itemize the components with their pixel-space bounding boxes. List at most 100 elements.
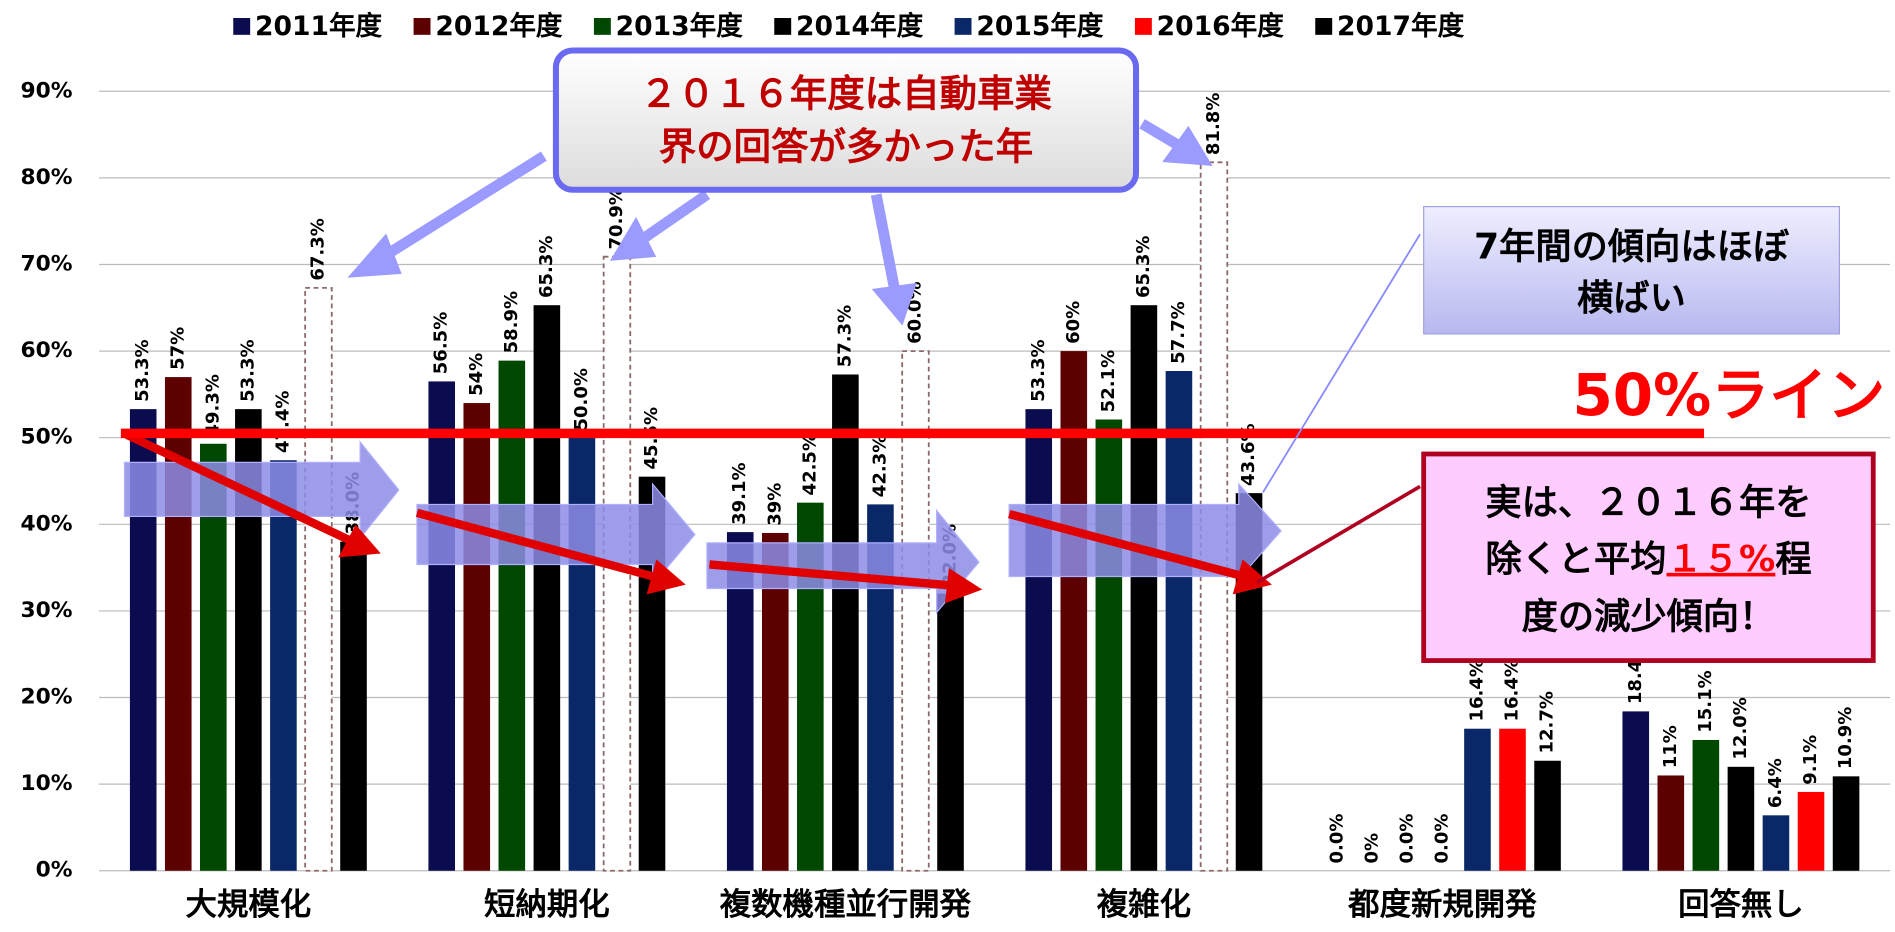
value-label: 81.8% — [1203, 93, 1224, 155]
bar — [270, 460, 297, 871]
legend-label: 2014年度 — [796, 11, 924, 42]
y-tick-label: 20% — [20, 685, 72, 710]
value-label: 52.1% — [1098, 350, 1119, 412]
value-label: 11% — [1660, 725, 1681, 768]
callout-text: 横ばい — [1577, 276, 1686, 319]
value-label: 39.1% — [729, 462, 750, 524]
legend-swatch — [413, 18, 431, 35]
y-tick-label: 10% — [20, 771, 72, 796]
legend-label: 2012年度 — [435, 11, 563, 42]
bar — [1727, 766, 1755, 871]
callout-box — [1421, 451, 1876, 663]
arrow-head — [347, 233, 402, 278]
arrow-head — [646, 559, 686, 595]
pointer — [1262, 233, 1421, 493]
overlay-arrows: ２０１６年度は自動車業 界の回答が多かった年 7年間の傾向はほぼ 横ばい 50%… — [120, 47, 1885, 663]
value-label: 50.0% — [571, 368, 592, 430]
callout-text: ２０１６年度は自動車業 — [640, 72, 1053, 116]
bar — [1762, 815, 1790, 871]
value-label: 0.0% — [1431, 814, 1452, 864]
bar — [568, 437, 596, 871]
value-label: 58.9% — [501, 291, 522, 353]
x-tick-label: 複雑化 — [1097, 887, 1191, 923]
bar — [1832, 776, 1860, 871]
value-label: 60% — [1063, 301, 1084, 344]
x-tick-label: 短納期化 — [484, 887, 610, 923]
value-label: 70.9% — [606, 187, 627, 249]
value-label: 0.0% — [1326, 814, 1347, 864]
bar — [761, 532, 789, 871]
bar — [1797, 791, 1825, 871]
value-label: 6.4% — [1765, 758, 1786, 808]
value-label: 67.3% — [307, 218, 328, 280]
bar — [1657, 775, 1685, 871]
callout-text: 除くと平均１５%程 — [1485, 537, 1811, 580]
callout-text: 除くと平均 — [1485, 537, 1666, 580]
value-label: 65.3% — [536, 236, 557, 298]
arrow-head — [871, 282, 917, 326]
pointer — [1255, 484, 1421, 585]
arrow-head — [944, 568, 983, 604]
bar — [428, 381, 456, 871]
value-label: 53.3% — [1028, 339, 1049, 401]
y-tick-label: 60% — [20, 338, 72, 363]
y-tick-label: 80% — [20, 165, 72, 190]
value-label: 42.5% — [799, 433, 820, 495]
y-tick-label: 70% — [20, 252, 72, 277]
value-label: 56.5% — [431, 312, 452, 374]
legend-swatch — [954, 18, 972, 35]
bar — [1692, 739, 1720, 871]
trend-red-arrow — [415, 508, 664, 583]
arrow-head — [1162, 125, 1213, 166]
legend-swatch — [593, 18, 611, 35]
callout-emphasis: １５% — [1667, 537, 1776, 580]
pointer — [632, 190, 711, 249]
legend-label: 2013年度 — [616, 11, 744, 42]
y-tick-label: 30% — [20, 598, 72, 623]
y-tick-label: 0% — [36, 858, 73, 883]
legend-swatch — [1315, 18, 1333, 35]
bar — [498, 360, 526, 871]
callout-text: 7年間の傾向はほぼ — [1474, 225, 1790, 268]
value-label: 42.3% — [869, 435, 890, 497]
legend-swatch — [1134, 18, 1152, 35]
callout-text: 界の回答が多かった年 — [659, 125, 1033, 169]
value-label: 65.3% — [1133, 236, 1154, 298]
value-label: 53.3% — [237, 339, 258, 401]
trend-red-arrow — [1008, 509, 1250, 582]
bar — [463, 403, 491, 871]
trend-arrow — [1008, 482, 1282, 581]
value-label: 57.3% — [834, 305, 855, 367]
pointer — [870, 193, 901, 296]
value-label: 9.1% — [1800, 735, 1821, 785]
value-label: 0% — [1361, 833, 1382, 864]
bar — [937, 593, 964, 871]
pointer — [374, 151, 547, 266]
arrow-head — [609, 216, 657, 261]
value-label: 53.3% — [132, 339, 153, 401]
bar — [832, 374, 859, 871]
value-label: 54% — [466, 353, 487, 396]
callout-box — [1423, 205, 1841, 335]
value-label: 10.9% — [1835, 707, 1856, 769]
bar — [1130, 305, 1158, 871]
value-label: 49.3% — [202, 374, 223, 436]
bar — [1095, 419, 1123, 871]
legend-label: 2016年度 — [1157, 11, 1285, 42]
bar — [1464, 728, 1491, 871]
value-label: 39% — [764, 483, 785, 526]
x-tick-label: 大規模化 — [186, 887, 312, 923]
value-label: 16.4% — [1466, 659, 1487, 721]
bar — [1165, 371, 1193, 871]
value-label: 43.6% — [1238, 423, 1259, 485]
value-label: 0.0% — [1396, 814, 1417, 864]
bar — [533, 305, 561, 871]
trend-red-arrow — [709, 560, 959, 591]
legend-label: 2015年度 — [976, 11, 1104, 42]
trend-arrow — [416, 482, 696, 587]
bar — [1534, 760, 1561, 871]
x-tick-label: 回答無し — [1678, 887, 1804, 923]
y-tick-label: 40% — [20, 511, 72, 536]
legend-swatch — [233, 18, 251, 35]
